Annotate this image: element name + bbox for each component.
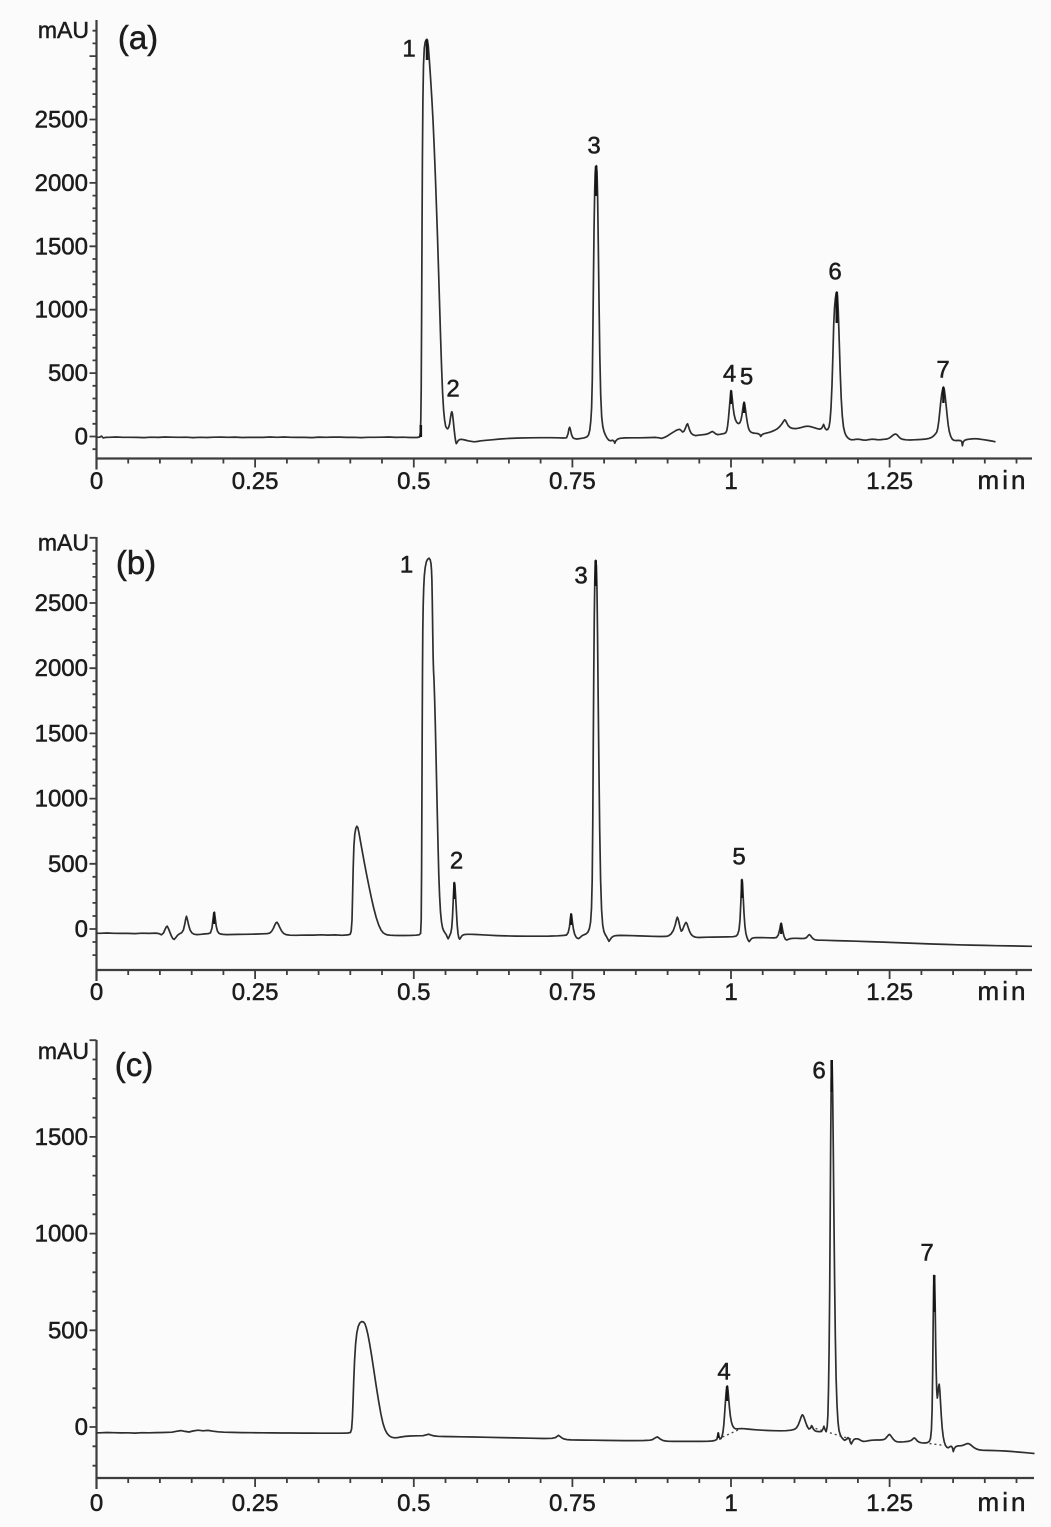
svg-text:500: 500 bbox=[48, 851, 88, 878]
svg-text:0.25: 0.25 bbox=[232, 979, 279, 1006]
svg-text:0.25: 0.25 bbox=[232, 468, 279, 495]
svg-text:5: 5 bbox=[732, 844, 745, 871]
svg-text:mAU: mAU bbox=[38, 17, 89, 43]
svg-text:0: 0 bbox=[90, 468, 103, 495]
svg-text:1: 1 bbox=[724, 468, 737, 495]
svg-text:2: 2 bbox=[450, 848, 463, 875]
svg-text:1000: 1000 bbox=[35, 1221, 88, 1248]
svg-text:0: 0 bbox=[90, 1490, 103, 1517]
svg-text:1000: 1000 bbox=[35, 297, 88, 324]
svg-text:0: 0 bbox=[90, 979, 103, 1006]
svg-text:(b): (b) bbox=[116, 544, 156, 581]
svg-text:0.75: 0.75 bbox=[549, 1490, 596, 1517]
svg-text:min: min bbox=[978, 1487, 1029, 1517]
svg-text:(c): (c) bbox=[115, 1046, 153, 1083]
svg-text:3: 3 bbox=[587, 133, 600, 160]
svg-text:4: 4 bbox=[723, 361, 736, 388]
svg-text:0: 0 bbox=[75, 424, 88, 451]
svg-text:min: min bbox=[978, 976, 1029, 1006]
svg-text:min: min bbox=[978, 465, 1029, 495]
svg-text:1: 1 bbox=[400, 552, 413, 579]
svg-text:6: 6 bbox=[812, 1058, 825, 1085]
svg-text:0: 0 bbox=[75, 916, 88, 943]
svg-text:(a): (a) bbox=[118, 19, 158, 56]
svg-text:1500: 1500 bbox=[35, 720, 88, 747]
svg-text:1: 1 bbox=[724, 979, 737, 1006]
svg-text:500: 500 bbox=[48, 360, 88, 387]
svg-text:1500: 1500 bbox=[35, 233, 88, 260]
svg-text:1.25: 1.25 bbox=[866, 979, 913, 1006]
svg-text:1000: 1000 bbox=[35, 786, 88, 813]
svg-text:3: 3 bbox=[574, 563, 587, 590]
svg-text:4: 4 bbox=[717, 1359, 730, 1386]
svg-text:2000: 2000 bbox=[35, 655, 88, 682]
svg-text:5: 5 bbox=[740, 364, 753, 391]
svg-text:0.5: 0.5 bbox=[397, 1490, 430, 1517]
svg-text:0.5: 0.5 bbox=[397, 468, 430, 495]
svg-text:1500: 1500 bbox=[35, 1124, 88, 1151]
svg-text:6: 6 bbox=[828, 259, 841, 286]
svg-text:0.75: 0.75 bbox=[549, 979, 596, 1006]
svg-text:0.25: 0.25 bbox=[232, 1490, 279, 1517]
svg-text:1: 1 bbox=[724, 1490, 737, 1517]
svg-text:0.5: 0.5 bbox=[397, 979, 430, 1006]
svg-text:mAU: mAU bbox=[38, 1038, 89, 1064]
svg-text:0.75: 0.75 bbox=[549, 468, 596, 495]
svg-text:0: 0 bbox=[75, 1414, 88, 1441]
svg-text:2500: 2500 bbox=[35, 590, 88, 617]
svg-text:1: 1 bbox=[402, 36, 415, 63]
svg-text:mAU: mAU bbox=[38, 530, 89, 556]
svg-text:7: 7 bbox=[936, 357, 949, 384]
svg-text:7: 7 bbox=[920, 1240, 933, 1267]
svg-text:2: 2 bbox=[446, 376, 459, 403]
svg-text:1.25: 1.25 bbox=[866, 1490, 913, 1517]
svg-text:2000: 2000 bbox=[35, 170, 88, 197]
svg-text:2500: 2500 bbox=[35, 107, 88, 134]
svg-text:500: 500 bbox=[48, 1317, 88, 1344]
svg-text:1.25: 1.25 bbox=[866, 468, 913, 495]
